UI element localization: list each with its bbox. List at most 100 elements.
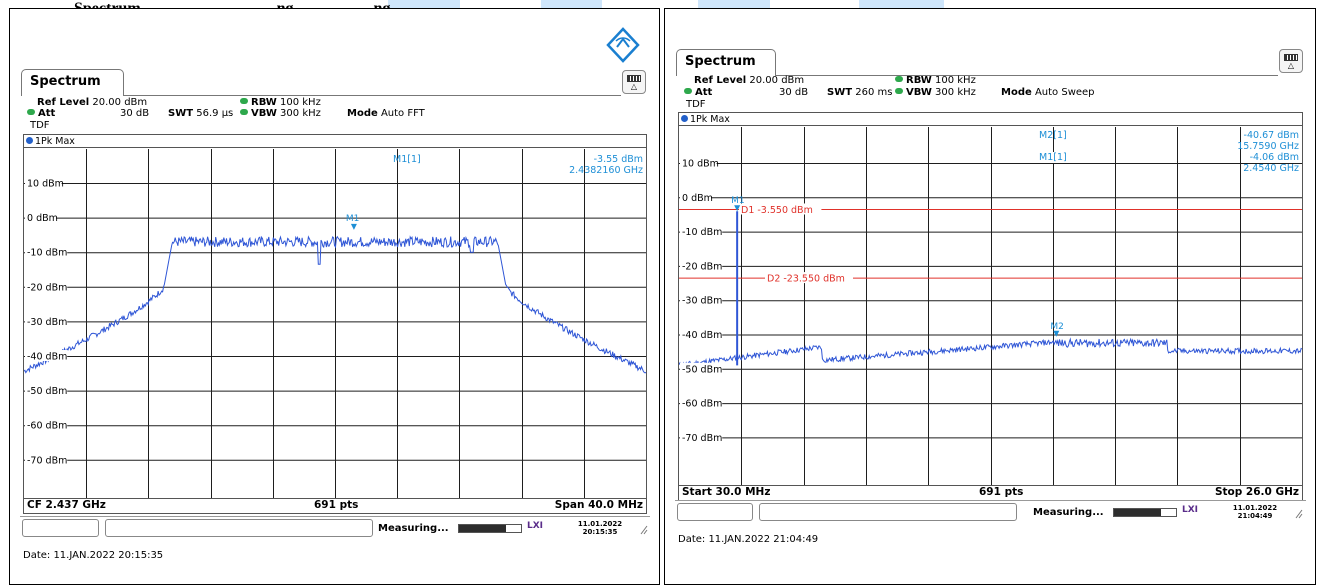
mode-setting: Mode Auto FFT <box>347 108 425 119</box>
att-setting: Att <box>684 87 712 98</box>
marker-readout-name: M1[1] <box>393 154 421 165</box>
tick-label-bg <box>25 280 68 292</box>
swt-setting: SWT 56.9 µs <box>168 108 234 119</box>
measuring-status: Measuring... <box>378 523 449 534</box>
att-value: 30 dB <box>120 108 150 119</box>
lxi-icon: LXI <box>527 521 544 531</box>
sweep-progress-bar <box>1113 508 1177 517</box>
date-footer: Date: 11.JAN.2022 20:15:35 <box>23 550 164 561</box>
att-value: 30 dB <box>779 87 809 98</box>
start-frequency: Start 30.0 MHz <box>682 486 771 498</box>
y-tick-label: -40 dBm <box>682 330 722 341</box>
datetime-display: 11.01.2022 21:04:49 <box>1232 504 1278 520</box>
y-tick-label: -20 dBm <box>27 282 67 293</box>
tick-label-bg <box>25 211 56 223</box>
tick-label-bg <box>25 315 68 327</box>
tick-label-bg <box>680 259 723 271</box>
display-line-label-bg <box>765 272 853 284</box>
y-tick-label: -10 dBm <box>27 248 67 259</box>
tick-label-bg <box>680 157 717 168</box>
att-setting: Att <box>27 108 55 119</box>
trace-label: 1Pk Max <box>24 135 646 148</box>
sweep-progress-fill <box>1114 509 1161 516</box>
y-tick-label: 10 dBm <box>682 159 719 170</box>
rbw-setting: RBW 100 kHz <box>240 97 321 108</box>
display-config-icon[interactable]: △ <box>622 70 646 94</box>
rs-logo-icon <box>606 27 640 63</box>
y-tick-label: -50 dBm <box>682 364 722 375</box>
display-line-label-bg <box>739 203 822 215</box>
resize-grip-icon[interactable] <box>1293 507 1303 519</box>
diagram-footer: Start 30.0 MHz 691 pts Stop 26.0 GHz <box>679 485 1302 498</box>
y-tick-label: 10 dBm <box>27 179 64 190</box>
tick-label-bg <box>680 294 723 306</box>
tdf-label: TDF <box>30 120 50 131</box>
y-tick-label: -70 dBm <box>682 433 722 444</box>
marker-readout-frequency: 2.4382160 GHz <box>569 165 643 176</box>
marker-readout-level: -4.06 dBm <box>1250 152 1299 163</box>
diagram-footer: CF 2.437 GHz 691 pts Span 40.0 MHz <box>24 498 646 511</box>
spectrum-plot: 10 dBm 0 dBm -10 dBm -20 dBm -30 dBm -40 dBm -… <box>24 149 646 498</box>
vbw-setting: VBW 300 kHz <box>895 87 976 98</box>
tick-label-bg <box>680 397 723 409</box>
trace-label: 1Pk Max <box>679 113 1302 126</box>
display-line-label: D1 -3.550 dBm <box>741 205 813 216</box>
tick-label-bg <box>680 191 711 203</box>
marker-m2-icon <box>1053 330 1060 337</box>
tick-label-bg <box>25 419 68 431</box>
sweep-progress-fill <box>459 525 506 532</box>
marker-readout-frequency: 15.7590 GHz <box>1237 141 1299 152</box>
lxi-icon: LXI <box>1182 505 1199 515</box>
datetime-display: 11.01.2022 20:15:35 <box>577 520 623 536</box>
vbw-setting: VBW 300 kHz <box>240 108 321 119</box>
ref-level-setting: Ref Level 20.00 dBm <box>37 97 148 108</box>
marker-readout-frequency: 2.4540 GHz <box>1243 163 1299 174</box>
tick-label-bg <box>25 177 62 188</box>
tab-spectrum[interactable]: Spectrum <box>21 69 124 96</box>
measuring-status: Measuring... <box>1033 507 1104 518</box>
stop-frequency: Stop 26.0 GHz <box>1214 486 1299 498</box>
display-config-icon[interactable]: △ <box>1279 49 1303 73</box>
screenshot-panel-left: △ Spectrum Ref Level 20.00 dBm Att 30 dB… <box>9 8 660 585</box>
screenshot-panel-right: △ Spectrum Ref Level 20.00 dBm Att 30 dB… <box>664 8 1316 585</box>
marker-readout-level: -3.55 dBm <box>594 154 643 165</box>
mode-setting: Mode Auto Sweep <box>1001 87 1095 98</box>
y-tick-label: -50 dBm <box>27 386 67 397</box>
y-tick-label: -70 dBm <box>27 455 67 466</box>
y-tick-label: 0 dBm <box>27 213 58 224</box>
marker-readout-bg <box>1015 152 1055 163</box>
tick-label-bg <box>25 384 68 396</box>
y-tick-label: -60 dBm <box>682 399 722 410</box>
swt-setting: SWT 260 ms <box>827 87 893 98</box>
y-tick-label: -20 dBm <box>682 261 722 272</box>
tab-spectrum[interactable]: Spectrum <box>676 49 776 76</box>
marker-m2-label: M2 <box>1050 322 1064 332</box>
status-field <box>677 503 753 521</box>
status-field <box>105 519 373 537</box>
marker-m1-icon <box>350 223 357 230</box>
span: Span 40.0 MHz <box>554 499 643 511</box>
center-frequency: CF 2.437 GHz <box>27 499 106 511</box>
marker-readout-level: -40.67 dBm <box>1244 130 1299 141</box>
resize-grip-icon[interactable] <box>638 523 648 535</box>
spectrum-diagram: 1Pk Max D1 -3.550 dBm D2 -23.550 dBm 10 dB… <box>678 112 1303 501</box>
tab-underline <box>776 75 1278 76</box>
status-field <box>22 519 99 537</box>
sweep-points: 691 pts <box>314 499 359 511</box>
status-bar: Measuring... LXI 11.01.2022 21:04:49 <box>675 500 1306 522</box>
y-tick-label: -60 dBm <box>27 421 67 432</box>
tick-label-bg <box>680 362 723 374</box>
tick-label-bg <box>25 453 68 465</box>
display-line-label: D2 -23.550 dBm <box>767 274 845 285</box>
tick-label-bg <box>680 328 723 340</box>
status-bar: Measuring... LXI 11.01.2022 20:15:35 <box>20 516 650 538</box>
ref-level-setting: Ref Level 20.00 dBm <box>694 75 805 86</box>
marker-readout-name: M1[1] <box>1039 152 1067 163</box>
tick-label-bg <box>25 350 68 361</box>
tick-label-bg <box>680 225 723 237</box>
y-tick-label: -40 dBm <box>27 352 67 363</box>
marker-readout-name: M2[1] <box>1039 130 1067 141</box>
marker-m1-icon <box>734 205 741 212</box>
marker-m1-label: M1 <box>731 196 745 206</box>
tdf-label: TDF <box>686 99 706 110</box>
